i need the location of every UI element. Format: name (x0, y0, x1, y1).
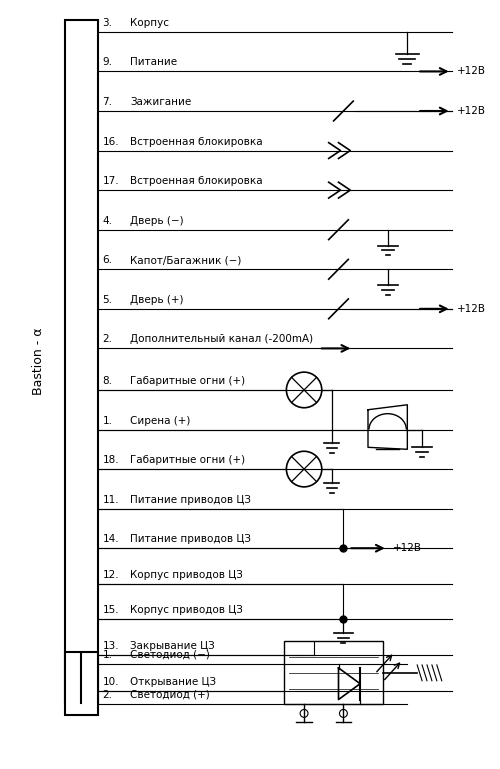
Text: +12В: +12В (456, 66, 486, 76)
Text: 10.: 10. (102, 677, 119, 687)
Text: 16.: 16. (102, 137, 119, 147)
Text: Сирена (+): Сирена (+) (130, 415, 190, 425)
Text: 6.: 6. (102, 255, 113, 265)
Text: Встроенная блокировка: Встроенная блокировка (130, 176, 262, 186)
Text: 14.: 14. (102, 534, 119, 544)
Text: 1.: 1. (102, 650, 113, 660)
Text: Питание приводов ЦЗ: Питание приводов ЦЗ (130, 494, 251, 504)
Text: Корпус приводов ЦЗ: Корпус приводов ЦЗ (130, 605, 243, 615)
Text: 5.: 5. (102, 295, 113, 305)
Text: +12В: +12В (392, 543, 422, 553)
Text: Корпус: Корпус (130, 18, 169, 28)
Text: Дверь (−): Дверь (−) (130, 216, 184, 226)
Text: Bastion - α: Bastion - α (32, 328, 45, 395)
Text: 11.: 11. (102, 494, 119, 504)
Text: Габаритные огни (+): Габаритные огни (+) (130, 376, 245, 386)
Text: Дополнительный канал (-200mA): Дополнительный канал (-200mA) (130, 335, 313, 345)
Text: 13.: 13. (102, 641, 119, 651)
Text: Встроенная блокировка: Встроенная блокировка (130, 137, 262, 147)
Text: Корпус приводов ЦЗ: Корпус приводов ЦЗ (130, 570, 243, 580)
Text: +12В: +12В (456, 106, 486, 116)
Bar (284, 641, 383, 704)
Text: 7.: 7. (102, 97, 113, 107)
Bar (65, 20, 98, 703)
Text: 15.: 15. (102, 605, 119, 615)
Text: 3.: 3. (102, 18, 113, 28)
Text: Питание приводов ЦЗ: Питание приводов ЦЗ (130, 534, 251, 544)
Text: 8.: 8. (102, 376, 113, 386)
Text: 18.: 18. (102, 455, 119, 465)
Text: Питание: Питание (130, 58, 177, 68)
Text: Дверь (+): Дверь (+) (130, 295, 184, 305)
Text: Светодиод (+): Светодиод (+) (130, 690, 210, 700)
Text: +12В: +12В (456, 304, 486, 314)
Text: Габаритные огни (+): Габаритные огни (+) (130, 455, 245, 465)
Text: 9.: 9. (102, 58, 113, 68)
Text: 2.: 2. (102, 335, 113, 345)
Text: 1.: 1. (102, 415, 113, 425)
Text: Закрывание ЦЗ: Закрывание ЦЗ (130, 641, 214, 651)
Text: Капот/Багажник (−): Капот/Багажник (−) (130, 255, 242, 265)
Text: Открывание ЦЗ: Открывание ЦЗ (130, 677, 216, 687)
Text: Светодиод (−): Светодиод (−) (130, 650, 210, 660)
Text: 2.: 2. (102, 690, 113, 700)
Bar (65, 652, 98, 715)
Text: Зажигание: Зажигание (130, 97, 192, 107)
Text: 4.: 4. (102, 216, 113, 226)
Text: 17.: 17. (102, 176, 119, 186)
Text: 12.: 12. (102, 570, 119, 580)
